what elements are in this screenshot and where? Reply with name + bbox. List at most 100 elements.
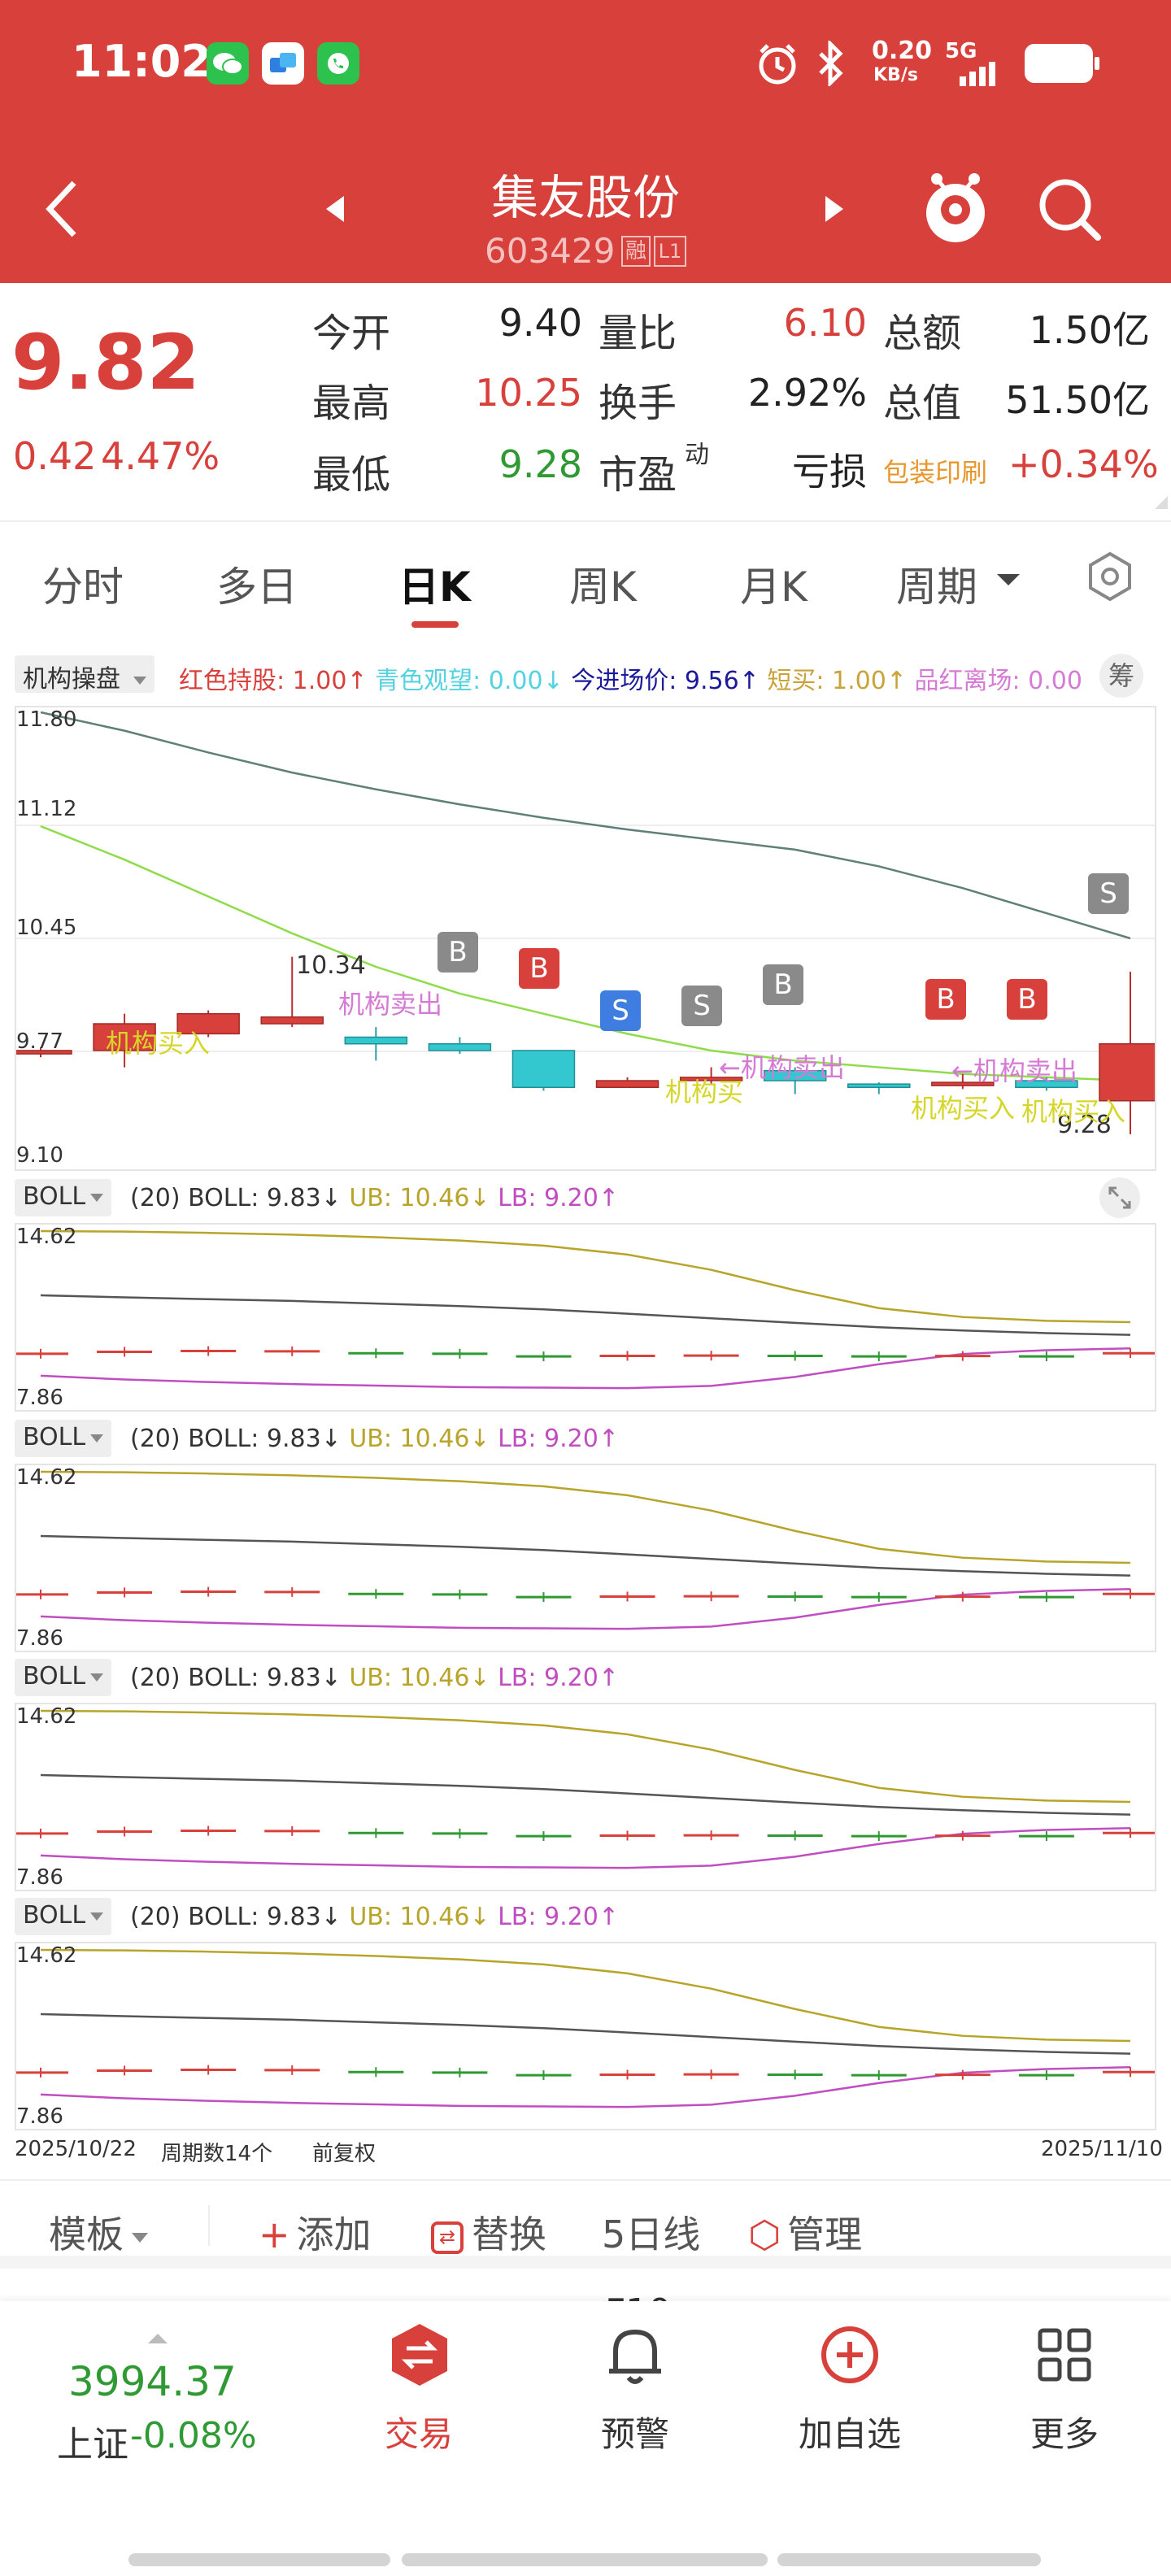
boll-ub-value: UB: 10.46↓ [349,1903,490,1931]
boll-selector[interactable]: BOLL [15,1420,112,1457]
signal-badge[interactable]: B [925,979,966,1020]
boll-middle-band [40,2012,1131,2055]
boll-chart[interactable]: 14.62 7.86 [13,1703,1158,1891]
chevron-down-icon [90,1912,104,1921]
tab-daily-k[interactable]: 日K [398,564,471,611]
ma-button[interactable]: 5日线 [602,2213,701,2256]
manage-label: 管理 [787,2213,863,2256]
pe-value: 亏损 [792,450,867,494]
bottom-nav: 3994.37 上证 -0.08% 交易 预警 加自选 更多 [0,2301,1171,2576]
boll-ub-value: UB: 10.46↓ [349,1184,490,1212]
boll-chart[interactable]: 14.62 7.86 [13,1464,1158,1652]
boll-selector[interactable]: BOLL [15,1179,112,1216]
stock-name: 集友股份 [490,170,680,225]
boll-header: BOLL (20) BOLL: 9.83↓ UB: 10.46↓ LB: 9.2… [0,1896,1171,1939]
expand-corner-icon[interactable] [1155,496,1168,509]
indicator-item: 青色观望: 0.00↓ [375,667,564,695]
tab-monthly-k[interactable]: 月K [740,564,808,611]
axis-label-top: 11.80 [16,707,77,732]
next-stock-button[interactable] [818,189,851,229]
candle-body [679,1077,743,1081]
boll-lb-value: LB: 9.20↑ [498,1664,619,1692]
nav-trade[interactable]: 交易 [333,2317,504,2480]
signal-icon [943,59,1008,88]
app-icon [262,42,304,85]
tab-period[interactable]: 周期 [896,564,977,611]
nav-add-watchlist[interactable]: 加自选 [764,2317,935,2480]
manage-button[interactable]: ⬡ 管理 [748,2205,862,2259]
signal-badge[interactable]: S [681,986,722,1026]
low-value: 9.28 [498,442,582,486]
boll-selector[interactable]: BOLL [15,1659,112,1696]
boll-axis-top: 14.62 [16,1465,77,1490]
signal-badge[interactable]: B [763,964,803,1005]
boll-chart[interactable]: 14.62 7.86 [13,1942,1158,2130]
prev-stock-button[interactable] [319,189,351,229]
signal-badge[interactable]: B [437,932,478,973]
boll-axis-bottom: 7.86 [16,1626,63,1651]
margin-badge: 融 [621,236,651,267]
search-icon[interactable] [1033,172,1106,246]
signal-annotation: 机构买入 [911,1093,1016,1124]
high-label: 最高 [312,381,391,426]
low-label: 最低 [312,452,391,498]
quote-panel: 9.82 0.42 4.47% 今开 9.40 量比 6.10 总额 1.50亿… [0,283,1171,512]
chevron-down-icon [90,1434,104,1442]
kline-chart[interactable]: 11.80 11.12 10.45 9.77 9.10 10.34 9.28 机… [9,706,1162,1171]
add-circle-icon [817,2322,882,2387]
tab-intraday[interactable]: 分时 [42,564,124,611]
signal-annotation: ←机构卖出 [719,1052,845,1083]
market-cap-value: 51.50亿 [1005,378,1150,422]
boll-chart[interactable]: 14.62 7.86 [13,1223,1158,1412]
candle-body [344,1036,408,1045]
nav-more[interactable]: 更多 [979,2317,1150,2480]
template-button[interactable]: 模板 [49,2205,148,2259]
status-bar: 11:02 0.20 KB/s 5G [0,0,1171,130]
period-dropdown-icon[interactable] [997,574,1020,585]
network-speed-unit: KB/s [873,65,918,85]
signal-badge[interactable]: B [519,948,559,989]
indicator-bar: 机构操盘 红色持股: 1.00↑ 青色观望: 0.00↓ 今进场价: 9.56↑… [0,651,1171,699]
back-button[interactable] [37,172,86,246]
settings-hexagon-icon[interactable] [1082,548,1138,605]
replace-button[interactable]: ⇄ 替换 [431,2205,546,2259]
candle-body [1099,1042,1162,1102]
price-adjust-mode[interactable]: 前复权 [312,2142,377,2166]
boll-selector[interactable]: BOLL [15,1898,112,1935]
chevron-up-icon[interactable] [148,2334,168,2343]
boll-middle-band [40,1773,1131,1816]
nav-alert[interactable]: 预警 [550,2317,720,2480]
current-price: 9.82 [11,319,200,407]
index-value[interactable]: 3994.37 [68,2358,237,2405]
chip-distribution-button[interactable]: 筹 [1099,654,1143,698]
add-button[interactable]: + 添加 [259,2205,372,2259]
industry-change[interactable]: +0.34% [1008,442,1159,486]
boll-mid-value: (20) BOLL: 9.83↓ [130,1903,342,1931]
signal-badge[interactable]: B [1007,979,1047,1020]
boll-axis-top: 14.62 [16,1225,77,1249]
boll-axis-top: 14.62 [16,1943,77,1968]
gesture-bar [777,2553,1041,2566]
tab-multiday[interactable]: 多日 [216,564,298,611]
fullscreen-icon[interactable] [1099,1177,1140,1218]
indicator-selector[interactable]: 机构操盘 [15,655,155,694]
chart-toolbar: 模板 + 添加 ⇄ 替换 5日线 ⬡ 管理 [0,2179,1171,2269]
axis-label: 10.45 [16,916,77,940]
boll-axis-bottom: 7.86 [16,2104,63,2129]
signal-badge[interactable]: S [1088,873,1129,914]
indicator-values: 红色持股: 1.00↑ 青色观望: 0.00↓ 今进场价: 9.56↑ 短买: … [179,660,1098,696]
tab-weekly-k[interactable]: 周K [569,564,637,611]
index-change: -0.08% [130,2415,257,2456]
chevron-down-icon [90,1193,104,1202]
high-marker-label: 10.34 [296,951,366,980]
low-marker-label: 9.28 [1057,1111,1112,1139]
boll-upper-band [40,1948,1131,2043]
network-speed-value: 0.20 [872,37,933,65]
network-type: 5G [945,39,977,63]
kline-svg [9,711,1162,1134]
industry-name[interactable]: 包装印刷 [883,457,988,488]
turnover-amount-value: 1.50亿 [1029,308,1150,352]
app-header: 11:02 0.20 KB/s 5G 集友股份 603429 融 L1 [0,0,1171,283]
signal-badge[interactable]: S [600,990,641,1031]
assistant-robot-icon[interactable] [919,168,992,249]
